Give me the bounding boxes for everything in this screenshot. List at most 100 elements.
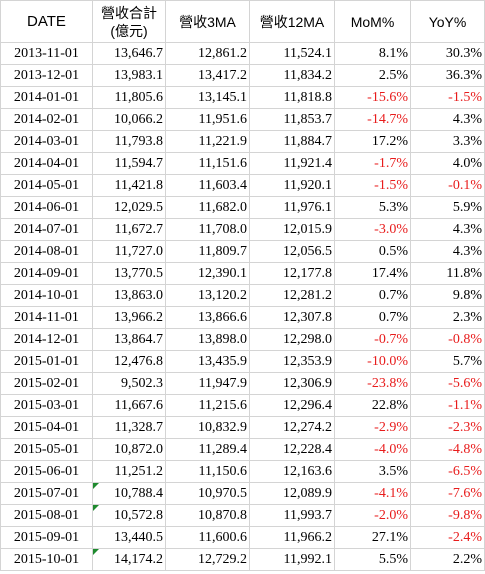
cell-ma12[interactable]: 12,298.0 <box>249 328 335 351</box>
cell-ma12[interactable]: 12,163.6 <box>249 460 335 483</box>
cell-yoy[interactable]: 30.3% <box>410 42 485 65</box>
cell-yoy[interactable]: 3.3% <box>410 130 485 153</box>
cell-date[interactable]: 2014-07-01 <box>0 218 93 241</box>
header-yoy[interactable]: YoY% <box>410 0 485 43</box>
cell-ma3[interactable]: 11,603.4 <box>165 174 250 197</box>
cell-date[interactable]: 2014-11-01 <box>0 306 93 329</box>
cell-mom[interactable]: -1.7% <box>334 152 411 175</box>
cell-revenue[interactable]: 12,029.5 <box>92 196 166 219</box>
cell-revenue[interactable]: 13,646.7 <box>92 42 166 65</box>
cell-mom[interactable]: 27.1% <box>334 526 411 549</box>
cell-ma12[interactable]: 11,524.1 <box>249 42 335 65</box>
cell-mom[interactable]: 0.7% <box>334 306 411 329</box>
cell-date[interactable]: 2014-05-01 <box>0 174 93 197</box>
cell-mom[interactable]: -15.6% <box>334 86 411 109</box>
cell-ma12[interactable]: 11,993.7 <box>249 504 335 527</box>
cell-ma12[interactable]: 12,056.5 <box>249 240 335 263</box>
cell-ma3[interactable]: 11,947.9 <box>165 372 250 395</box>
cell-mom[interactable]: 5.3% <box>334 196 411 219</box>
cell-revenue[interactable]: 10,572.8 <box>92 504 166 527</box>
cell-mom[interactable]: -4.0% <box>334 438 411 461</box>
cell-mom[interactable]: 5.5% <box>334 548 411 571</box>
cell-ma3[interactable]: 13,145.1 <box>165 86 250 109</box>
cell-mom[interactable]: -4.1% <box>334 482 411 505</box>
cell-yoy[interactable]: -9.8% <box>410 504 485 527</box>
cell-revenue[interactable]: 13,864.7 <box>92 328 166 351</box>
cell-ma12[interactable]: 11,921.4 <box>249 152 335 175</box>
cell-ma12[interactable]: 12,296.4 <box>249 394 335 417</box>
cell-date[interactable]: 2014-10-01 <box>0 284 93 307</box>
cell-ma12[interactable]: 11,834.2 <box>249 64 335 87</box>
cell-date[interactable]: 2015-04-01 <box>0 416 93 439</box>
cell-revenue[interactable]: 10,066.2 <box>92 108 166 131</box>
header-mom[interactable]: MoM% <box>334 0 411 43</box>
cell-ma3[interactable]: 12,861.2 <box>165 42 250 65</box>
cell-revenue[interactable]: 11,328.7 <box>92 416 166 439</box>
cell-date[interactable]: 2015-08-01 <box>0 504 93 527</box>
cell-yoy[interactable]: -6.5% <box>410 460 485 483</box>
cell-mom[interactable]: -2.0% <box>334 504 411 527</box>
cell-revenue[interactable]: 11,793.8 <box>92 130 166 153</box>
cell-date[interactable]: 2015-10-01 <box>0 548 93 571</box>
cell-date[interactable]: 2014-03-01 <box>0 130 93 153</box>
cell-revenue[interactable]: 13,440.5 <box>92 526 166 549</box>
header-ma3[interactable]: 營收3MA <box>165 0 250 43</box>
cell-ma12[interactable]: 12,281.2 <box>249 284 335 307</box>
cell-revenue[interactable]: 10,788.4 <box>92 482 166 505</box>
cell-date[interactable]: 2015-02-01 <box>0 372 93 395</box>
cell-ma12[interactable]: 12,177.8 <box>249 262 335 285</box>
cell-yoy[interactable]: -5.6% <box>410 372 485 395</box>
cell-mom[interactable]: 0.7% <box>334 284 411 307</box>
cell-mom[interactable]: 0.5% <box>334 240 411 263</box>
cell-ma3[interactable]: 11,215.6 <box>165 394 250 417</box>
cell-ma12[interactable]: 11,884.7 <box>249 130 335 153</box>
header-date[interactable]: DATE <box>0 0 93 43</box>
cell-ma3[interactable]: 10,970.5 <box>165 482 250 505</box>
cell-ma3[interactable]: 12,390.1 <box>165 262 250 285</box>
cell-yoy[interactable]: 4.0% <box>410 152 485 175</box>
cell-date[interactable]: 2015-06-01 <box>0 460 93 483</box>
cell-revenue[interactable]: 11,805.6 <box>92 86 166 109</box>
cell-date[interactable]: 2014-06-01 <box>0 196 93 219</box>
cell-ma3[interactable]: 11,150.6 <box>165 460 250 483</box>
cell-ma12[interactable]: 12,306.9 <box>249 372 335 395</box>
cell-date[interactable]: 2014-02-01 <box>0 108 93 131</box>
cell-mom[interactable]: -14.7% <box>334 108 411 131</box>
cell-ma3[interactable]: 13,866.6 <box>165 306 250 329</box>
cell-ma3[interactable]: 11,708.0 <box>165 218 250 241</box>
cell-revenue[interactable]: 11,667.6 <box>92 394 166 417</box>
cell-mom[interactable]: 2.5% <box>334 64 411 87</box>
cell-mom[interactable]: 8.1% <box>334 42 411 65</box>
cell-ma12[interactable]: 12,228.4 <box>249 438 335 461</box>
cell-ma3[interactable]: 13,417.2 <box>165 64 250 87</box>
cell-date[interactable]: 2015-05-01 <box>0 438 93 461</box>
cell-yoy[interactable]: -0.8% <box>410 328 485 351</box>
cell-date[interactable]: 2015-09-01 <box>0 526 93 549</box>
cell-ma3[interactable]: 11,809.7 <box>165 240 250 263</box>
cell-date[interactable]: 2013-12-01 <box>0 64 93 87</box>
cell-revenue[interactable]: 11,421.8 <box>92 174 166 197</box>
header-revenue[interactable]: 營收合計 (億元) <box>92 0 166 43</box>
cell-date[interactable]: 2014-09-01 <box>0 262 93 285</box>
cell-revenue[interactable]: 11,727.0 <box>92 240 166 263</box>
cell-mom[interactable]: 22.8% <box>334 394 411 417</box>
cell-revenue[interactable]: 13,863.0 <box>92 284 166 307</box>
cell-ma12[interactable]: 12,274.2 <box>249 416 335 439</box>
cell-mom[interactable]: -0.7% <box>334 328 411 351</box>
cell-ma3[interactable]: 11,951.6 <box>165 108 250 131</box>
cell-yoy[interactable]: 11.8% <box>410 262 485 285</box>
cell-yoy[interactable]: -2.4% <box>410 526 485 549</box>
cell-yoy[interactable]: -1.1% <box>410 394 485 417</box>
cell-mom[interactable]: -23.8% <box>334 372 411 395</box>
cell-ma3[interactable]: 11,221.9 <box>165 130 250 153</box>
cell-yoy[interactable]: 5.9% <box>410 196 485 219</box>
cell-yoy[interactable]: 9.8% <box>410 284 485 307</box>
cell-yoy[interactable]: 2.2% <box>410 548 485 571</box>
cell-ma3[interactable]: 11,289.4 <box>165 438 250 461</box>
cell-yoy[interactable]: 5.7% <box>410 350 485 373</box>
cell-revenue[interactable]: 11,594.7 <box>92 152 166 175</box>
cell-ma12[interactable]: 11,992.1 <box>249 548 335 571</box>
cell-date[interactable]: 2014-08-01 <box>0 240 93 263</box>
cell-revenue[interactable]: 13,983.1 <box>92 64 166 87</box>
cell-mom[interactable]: -3.0% <box>334 218 411 241</box>
